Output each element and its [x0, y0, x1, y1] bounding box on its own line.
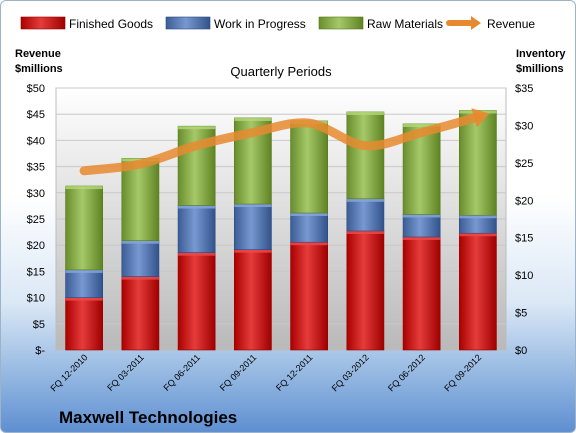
bar-finished-goods	[346, 230, 385, 351]
right-tick-label: $30	[515, 120, 533, 132]
category-label: FQ 12-2011	[274, 352, 315, 393]
legend-label: Raw Materials	[367, 17, 443, 31]
left-axis-ticks: $- $5 $10 $15 $20 $25 $30 $35 $40 $45 $50	[27, 83, 46, 357]
left-tick-label: $30	[27, 188, 45, 200]
bar-top-highlight	[234, 117, 272, 121]
bar-top-highlight	[346, 111, 384, 115]
company-name: Maxwell Technologies	[59, 408, 237, 427]
right-tick-label: $0	[515, 345, 527, 357]
legend-swatch-raw-materials	[318, 16, 364, 30]
category-label: FQ 09-2011	[218, 352, 259, 393]
bar-raw-materials	[459, 110, 497, 216]
bar-work-in-progress	[177, 205, 216, 253]
bar-finished-goods	[290, 241, 328, 351]
legend-swatch-finished-goods	[20, 16, 66, 30]
bar-top-highlight	[178, 205, 216, 209]
bar-work-in-progress	[290, 212, 328, 243]
left-tick-label: $-	[35, 345, 45, 357]
right-axis-ticks: $0 $5 $10 $15 $20 $25 $30 $35	[515, 83, 533, 357]
category-label: FQ 09-2012	[442, 352, 483, 393]
category-label: FQ 06-2012	[386, 352, 427, 393]
bar-work-in-progress	[346, 198, 385, 232]
category-label: FQ 12-2010	[49, 352, 90, 393]
right-tick-label: $5	[515, 308, 527, 320]
category-labels: FQ 12-2010 FQ 03-2011 FQ 06-2011 FQ 09-2011…	[49, 352, 484, 393]
bar-top-highlight	[121, 240, 159, 244]
bar-top-highlight	[65, 186, 103, 190]
revenue-line-path	[79, 112, 483, 176]
legend-label: Revenue	[487, 17, 535, 31]
left-axis-title-line2: $millions	[15, 63, 63, 75]
bar-finished-goods	[234, 249, 272, 351]
bar-top-highlight	[178, 126, 216, 130]
bar-top-highlight	[121, 276, 159, 280]
bar-raw-materials	[121, 158, 160, 242]
right-tick-label: $10	[515, 270, 533, 282]
left-tick-label: $50	[27, 83, 45, 95]
bar-top-highlight	[65, 297, 103, 301]
bar-top-highlight	[234, 204, 272, 208]
bar-top-highlight	[346, 198, 384, 202]
bar-work-in-progress	[121, 240, 160, 277]
category-label: FQ 03-2012	[330, 352, 371, 393]
bar-work-in-progress	[402, 214, 441, 238]
bar-top-highlight	[403, 214, 441, 218]
bar-work-in-progress	[234, 203, 272, 250]
right-tick-label: $35	[515, 83, 533, 95]
right-axis-title-line2: $millions	[516, 63, 564, 75]
left-tick-label: $15	[27, 266, 45, 278]
legend-arrow-head	[471, 16, 481, 30]
plot-title: Quarterly Periods	[230, 64, 332, 79]
left-tick-label: $40	[27, 135, 45, 147]
bar-top-highlight	[403, 236, 441, 240]
bar-finished-goods	[65, 297, 103, 351]
category-label: FQ 06-2011	[161, 352, 202, 393]
legend: Finished Goods Work in Progress Raw Materi…	[20, 16, 535, 31]
bar-finished-goods	[177, 252, 216, 351]
right-tick-label: $15	[515, 233, 533, 245]
bars	[65, 110, 497, 351]
bar-top-highlight	[178, 252, 216, 256]
bar-top-highlight	[65, 269, 103, 273]
bar-work-in-progress	[65, 269, 103, 298]
revenue-line	[79, 108, 490, 176]
revenue-arrow-head	[471, 108, 490, 128]
bar-top-highlight	[290, 242, 328, 246]
bar-finished-goods	[459, 232, 497, 351]
right-tick-label: $20	[515, 195, 533, 207]
bar-top-highlight	[234, 249, 272, 253]
left-tick-label: $25	[27, 214, 45, 226]
bar-top-highlight	[403, 123, 441, 127]
left-axis-title-line1: Revenue	[15, 48, 61, 60]
left-tick-label: $10	[27, 293, 45, 305]
bar-finished-goods	[402, 236, 441, 351]
bar-raw-materials	[65, 185, 103, 271]
category-label: FQ 03-2011	[105, 352, 146, 393]
legend-label: Finished Goods	[69, 17, 153, 31]
left-tick-label: $45	[27, 109, 45, 121]
legend-swatch-work-in-progress	[165, 16, 211, 30]
bar-finished-goods	[121, 276, 160, 351]
bar-top-highlight	[459, 233, 497, 237]
left-tick-label: $5	[33, 319, 45, 331]
right-axis-title-line1: Inventory	[516, 48, 566, 60]
right-tick-label: $25	[515, 158, 533, 170]
left-tick-label: $20	[27, 240, 45, 252]
bar-raw-materials	[346, 111, 385, 200]
bar-raw-materials	[290, 120, 328, 214]
bar-top-highlight	[290, 213, 328, 217]
bar-top-highlight	[346, 230, 384, 234]
legend-label: Work in Progress	[214, 17, 306, 31]
bar-top-highlight	[459, 215, 497, 219]
left-tick-label: $35	[27, 162, 45, 174]
